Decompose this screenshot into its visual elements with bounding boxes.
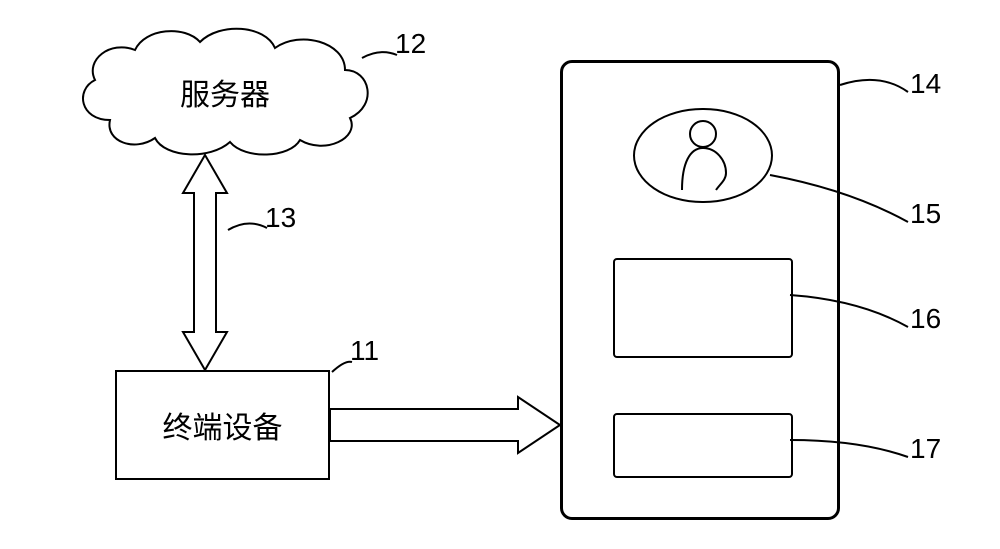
ref-label-11: 11 <box>350 335 379 367</box>
ref-label-14: 14 <box>910 68 941 100</box>
terminal-label: 终端设备 <box>163 403 283 447</box>
phone-frame-node <box>560 60 840 520</box>
diagram-container: 服务器 终端设备 <box>0 0 1000 549</box>
cloud-server-node: 服务器 <box>70 20 380 160</box>
bidirectional-arrow <box>183 155 227 370</box>
person-silhouette-icon <box>668 118 738 193</box>
ref-label-15: 15 <box>910 198 941 230</box>
ref-label-12: 12 <box>395 28 426 60</box>
block-arrow-right <box>330 397 560 453</box>
camera-oval-node <box>633 108 773 203</box>
ref-label-13: 13 <box>265 202 296 234</box>
phone-box-b-node <box>613 413 793 478</box>
cloud-label: 服务器 <box>70 70 380 114</box>
phone-box-a-node <box>613 258 793 358</box>
terminal-device-node: 终端设备 <box>115 370 330 480</box>
ref-label-16: 16 <box>910 303 941 335</box>
ref-label-17: 17 <box>910 433 941 465</box>
